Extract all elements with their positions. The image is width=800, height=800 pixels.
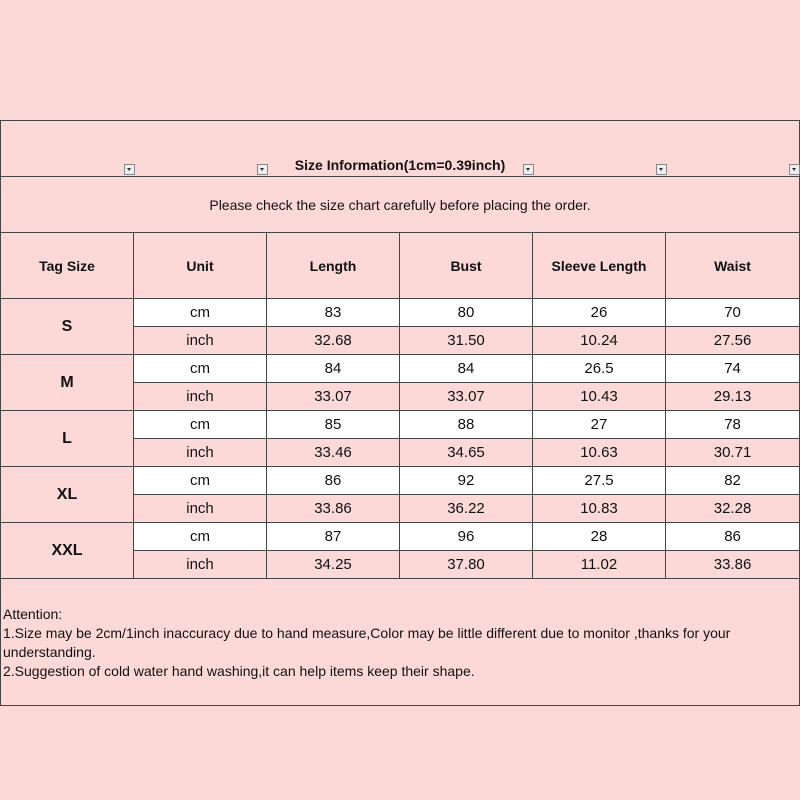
value-cell: 84 bbox=[266, 354, 400, 383]
value-cell: 31.50 bbox=[399, 326, 533, 355]
value-cell: 88 bbox=[399, 410, 533, 439]
value-cell: 27.56 bbox=[664, 326, 800, 355]
value-cell: 96 bbox=[399, 522, 533, 551]
unit-cell: cm bbox=[133, 522, 267, 551]
attention-line-2: 2.Suggestion of cold water hand washing,… bbox=[3, 663, 475, 679]
value-cell: 37.80 bbox=[399, 550, 533, 579]
size-chart: Size Information(1cm=0.39inch) Please ch… bbox=[0, 120, 800, 706]
value-cell: 86 bbox=[266, 466, 400, 495]
value-cell: 32.68 bbox=[266, 326, 400, 355]
size-label: L bbox=[0, 410, 134, 467]
value-cell: 33.07 bbox=[266, 382, 400, 411]
unit-cell: inch bbox=[133, 494, 267, 523]
attention-note: Attention: 1.Size may be 2cm/1inch inacc… bbox=[0, 578, 800, 706]
value-cell: 70 bbox=[664, 298, 800, 327]
unit-cell: cm bbox=[133, 298, 267, 327]
value-cell: 28 bbox=[532, 522, 666, 551]
table-row: XXL cm 87 96 28 86 bbox=[0, 522, 800, 579]
header-length: Length bbox=[266, 232, 400, 299]
value-cell: 34.25 bbox=[266, 550, 400, 579]
value-cell: 29.13 bbox=[664, 382, 800, 411]
unit-cell: inch bbox=[133, 438, 267, 467]
title-cell: Size Information(1cm=0.39inch) bbox=[0, 120, 800, 177]
value-cell: 27 bbox=[532, 410, 666, 439]
table-row: XL cm 86 92 27.5 82 bbox=[0, 466, 800, 523]
header-tag-size: Tag Size bbox=[0, 232, 134, 299]
header-waist: Waist bbox=[664, 232, 800, 299]
value-cell: 10.63 bbox=[532, 438, 666, 467]
filter-dropdown-icon[interactable] bbox=[257, 164, 268, 175]
value-cell: 86 bbox=[664, 522, 800, 551]
attention-heading: Attention: bbox=[3, 606, 63, 622]
chart-title: Size Information(1cm=0.39inch) bbox=[294, 157, 506, 173]
size-label: XXL bbox=[0, 522, 134, 579]
value-cell: 87 bbox=[266, 522, 400, 551]
filter-dropdown-icon[interactable] bbox=[124, 164, 135, 175]
table-row: inch 32.68 31.50 10.24 27.56 bbox=[1, 326, 800, 355]
unit-cell: inch bbox=[133, 550, 267, 579]
size-label: M bbox=[0, 354, 134, 411]
header-unit: Unit bbox=[133, 232, 267, 299]
value-cell: 82 bbox=[664, 466, 800, 495]
table-row: inch 33.07 33.07 10.43 29.13 bbox=[1, 382, 800, 411]
value-cell: 80 bbox=[399, 298, 533, 327]
value-cell: 27.5 bbox=[532, 466, 666, 495]
value-cell: 33.46 bbox=[266, 438, 400, 467]
attention-line-1: 1.Size may be 2cm/1inch inaccuracy due t… bbox=[3, 625, 731, 660]
size-label: S bbox=[0, 298, 134, 355]
value-cell: 92 bbox=[399, 466, 533, 495]
value-cell: 36.22 bbox=[399, 494, 533, 523]
value-cell: 10.24 bbox=[532, 326, 666, 355]
value-cell: 26 bbox=[532, 298, 666, 327]
value-cell: 84 bbox=[399, 354, 533, 383]
table-row: inch 33.86 36.22 10.83 32.28 bbox=[1, 494, 800, 523]
table-row: inch 34.25 37.80 11.02 33.86 bbox=[1, 550, 800, 579]
value-cell: 11.02 bbox=[532, 550, 666, 579]
value-cell: 30.71 bbox=[664, 438, 800, 467]
filter-dropdown-icon[interactable] bbox=[656, 164, 667, 175]
value-cell: 78 bbox=[664, 410, 800, 439]
header-sleeve-length: Sleeve Length bbox=[532, 232, 666, 299]
value-cell: 33.86 bbox=[266, 494, 400, 523]
unit-cell: cm bbox=[133, 466, 267, 495]
value-cell: 10.83 bbox=[532, 494, 666, 523]
value-cell: 26.5 bbox=[532, 354, 666, 383]
value-cell: 83 bbox=[266, 298, 400, 327]
value-cell: 33.07 bbox=[399, 382, 533, 411]
value-cell: 10.43 bbox=[532, 382, 666, 411]
value-cell: 85 bbox=[266, 410, 400, 439]
value-cell: 74 bbox=[664, 354, 800, 383]
unit-cell: inch bbox=[133, 326, 267, 355]
unit-cell: cm bbox=[133, 354, 267, 383]
filter-dropdown-icon[interactable] bbox=[523, 164, 534, 175]
value-cell: 33.86 bbox=[664, 550, 800, 579]
table-row: inch 33.46 34.65 10.63 30.71 bbox=[1, 438, 800, 467]
unit-cell: cm bbox=[133, 410, 267, 439]
size-label: XL bbox=[0, 466, 134, 523]
size-table: Size Information(1cm=0.39inch) Please ch… bbox=[0, 120, 800, 706]
value-cell: 32.28 bbox=[664, 494, 800, 523]
notice: Please check the size chart carefully be… bbox=[0, 176, 800, 233]
filter-dropdown-icon[interactable] bbox=[789, 164, 800, 175]
value-cell: 34.65 bbox=[399, 438, 533, 467]
header-row: Tag Size Unit Length Bust Sleeve Length … bbox=[0, 232, 800, 299]
header-bust: Bust bbox=[399, 232, 533, 299]
unit-cell: inch bbox=[133, 382, 267, 411]
